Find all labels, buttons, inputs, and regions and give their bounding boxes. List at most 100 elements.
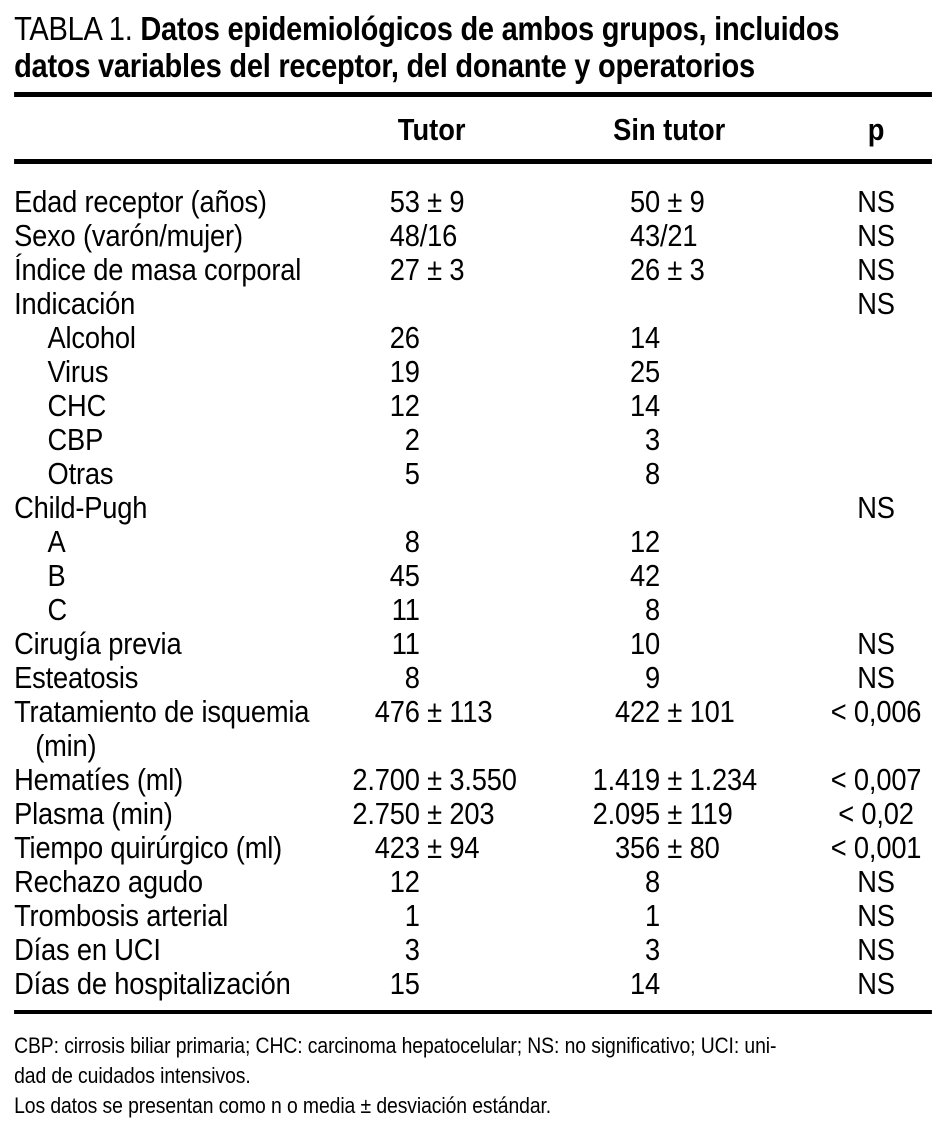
tutor-value-deviation [420, 321, 543, 355]
column-header-p: p [867, 112, 885, 147]
tutor-value-deviation: ± 113 [419, 694, 493, 729]
sin-tutor-value-deviation [660, 593, 813, 627]
row-label: Trombosis arterial [14, 899, 338, 933]
row-label-text: Alcohol [47, 320, 136, 355]
row-label-text: Edad receptor (años) [14, 184, 267, 219]
sin-tutor-value-number: 8 [644, 592, 660, 627]
table-caption-line1: TABLA 1. Datos epidemiológicos de ambos … [14, 10, 932, 47]
row-label: Otras [14, 457, 338, 491]
table-row: Alcohol 26 14 [14, 321, 932, 355]
sin-tutor-value-number: 8 [644, 456, 660, 491]
table-row: C 11 8 [14, 593, 932, 627]
tutor-value-deviation [420, 661, 543, 695]
tutor-value-number: 45 [389, 558, 420, 593]
sin-tutor-value-deviation [660, 933, 813, 967]
row-label-text: Tratamiento de isquemia [14, 694, 310, 729]
tutor-value: 2.700 ± 3.550 [338, 763, 543, 797]
table-row: Otras 5 8 [14, 457, 932, 491]
row-label: Rechazo agudo [14, 865, 338, 899]
sin-tutor-value-deviation [660, 865, 813, 899]
p-value: NS [857, 218, 895, 253]
sin-tutor-value: 3 [543, 423, 813, 457]
sin-tutor-value-number: 14 [629, 388, 660, 423]
tutor-value-number: 8 [404, 660, 420, 695]
tutor-value: 2 [338, 423, 543, 457]
table-bottom-rule [14, 1010, 932, 1014]
row-label-text: Cirugía previa [14, 626, 182, 661]
tutor-value-number: 3 [404, 932, 420, 967]
row-label: Child-Pugh [14, 491, 338, 525]
p-value: NS [857, 252, 895, 287]
tutor-value-number: 12 [389, 388, 420, 423]
tutor-value: 12 [338, 865, 543, 899]
sin-tutor-value-number: 356 [615, 830, 660, 865]
tutor-value-deviation: ± 94 [419, 830, 480, 865]
tutor-value-deviation [420, 389, 543, 423]
row-label: Esteatosis [14, 661, 338, 695]
sin-tutor-value-deviation [660, 355, 813, 389]
row-label-text: Otras [47, 456, 114, 491]
row-label: CHC [14, 389, 338, 423]
row-label-text: CBP [47, 422, 104, 457]
sin-tutor-value-deviation: /21 [660, 218, 698, 253]
p-value: NS [857, 966, 895, 1001]
sin-tutor-value-deviation [660, 457, 813, 491]
table-row: Hematíes (ml) 2.700 ± 3.550 1.419 ± 1.234 <… [14, 763, 932, 797]
table-row: CHC 12 14 [14, 389, 932, 423]
sin-tutor-value: 25 [543, 355, 813, 389]
row-label-text: Sexo (varón/mujer) [14, 218, 243, 253]
tutor-value: 8 [338, 525, 543, 559]
row-label: Tratamiento de isquemia (min) [14, 695, 338, 763]
sin-tutor-value-deviation: ± 1.234 [660, 762, 757, 797]
table-row: Cirugía previa 11 10 NS [14, 627, 932, 661]
row-label: Días de hospitalización [14, 967, 338, 1001]
sin-tutor-value-deviation [660, 389, 813, 423]
tutor-value-number: 53 [389, 184, 420, 219]
sin-tutor-value-number: 2.095 [592, 796, 661, 831]
sin-tutor-value-number: 25 [629, 354, 660, 389]
p-value: < 0,007 [830, 762, 922, 797]
table-row: Edad receptor (años) 53 ± 9 50 ± 9 NS [14, 185, 932, 219]
tutor-value-deviation [420, 525, 543, 559]
sin-tutor-value-number: 3 [644, 422, 660, 457]
footnote-abbreviations-line2: dad de cuidados intensivos. [14, 1063, 251, 1088]
row-label-text: Índice de masa corporal [14, 252, 302, 287]
sin-tutor-value-deviation: ± 80 [660, 830, 720, 865]
p-value: NS [857, 286, 895, 321]
tutor-value-number: 15 [389, 966, 420, 1001]
tutor-value: 476 ± 113 [338, 695, 543, 729]
sin-tutor-value: 14 [543, 389, 813, 423]
table-row: Plasma (min) 2.750 ± 203 2.095 ± 119 < 0,02 [14, 797, 932, 831]
tutor-value-deviation: ± 9 [419, 184, 465, 219]
row-label: Cirugía previa [14, 627, 338, 661]
sin-tutor-value-number: 1.419 [592, 762, 661, 797]
row-label-text: Indicación [14, 286, 136, 321]
table-header-rule [14, 159, 932, 164]
tutor-value-number: 27 [389, 252, 420, 287]
table-row: A 8 12 [14, 525, 932, 559]
sin-tutor-value-number: 50 [629, 184, 660, 219]
sin-tutor-value: 1 [543, 899, 813, 933]
row-label-text: Virus [47, 354, 109, 389]
sin-tutor-value-deviation [660, 321, 813, 355]
row-label-text: CHC [47, 388, 107, 423]
row-label: C [14, 593, 338, 627]
footnote-abbreviations-line1: CBP: cirrosis biliar primaria; CHC: carc… [14, 1033, 777, 1058]
tutor-value-deviation [420, 899, 543, 933]
sin-tutor-value-number: 43 [629, 218, 660, 253]
column-header-tutor: Tutor [397, 112, 466, 147]
table-row: Índice de masa corporal 27 ± 3 26 ± 3 NS [14, 253, 932, 287]
table-row: B 45 42 [14, 559, 932, 593]
table-row: Trombosis arterial 1 1 NS [14, 899, 932, 933]
tutor-value-number: 423 [374, 830, 420, 865]
tutor-value-deviation [420, 933, 543, 967]
sin-tutor-value-number: 422 [615, 694, 660, 729]
sin-tutor-value-deviation [660, 661, 813, 695]
row-label: Días en UCI [14, 933, 338, 967]
row-label-text: Tiempo quirúrgico (ml) [14, 830, 283, 865]
sin-tutor-value-deviation: ± 3 [660, 252, 705, 287]
sin-tutor-value: 14 [543, 321, 813, 355]
tutor-value-deviation [420, 457, 543, 491]
tutor-value: 423 ± 94 [338, 831, 543, 865]
